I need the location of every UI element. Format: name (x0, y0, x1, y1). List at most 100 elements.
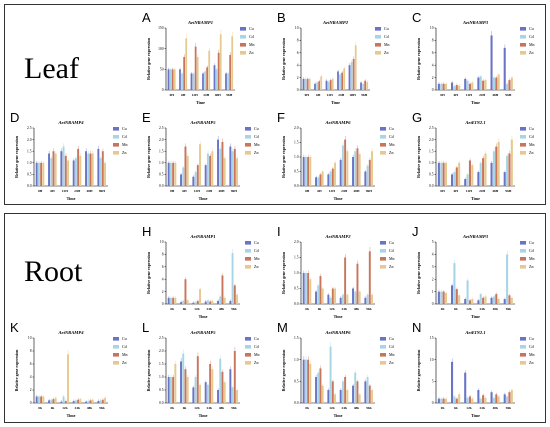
bar-cd (99, 400, 102, 403)
bar-mn (89, 153, 92, 186)
bar-cd (479, 294, 482, 304)
bar-mn (352, 59, 355, 90)
bar-cd (341, 145, 344, 186)
x-tick-label: 96h (231, 406, 236, 410)
x-axis-label: Time (67, 196, 76, 201)
chart-title: AetNRAMP2 (324, 234, 351, 239)
bar-mn (495, 77, 498, 90)
chart-title: AetNRAMP4 (57, 120, 84, 125)
bar-cu (60, 401, 63, 403)
chart-title: AetNRAMP6 (324, 120, 351, 125)
bar-cu (503, 299, 506, 304)
legend-swatch-cu (380, 127, 386, 131)
bar-zn (321, 385, 324, 403)
y-tick-label: 5 (432, 380, 434, 384)
bar-cd (231, 253, 234, 304)
y-tick-label: 1.0 (294, 271, 299, 275)
bar-zn (223, 382, 226, 403)
bar-cd (74, 158, 77, 186)
bar-mn (455, 167, 458, 186)
legend-label-zn: Zn (529, 264, 533, 269)
bar-zn (484, 80, 487, 90)
legend-label-zn: Zn (529, 50, 533, 55)
x-tick-label: 96h (366, 307, 371, 311)
bar-mn (508, 392, 511, 403)
chart-svg-h: H AetNRAMP1 Relative gene expression Time 0 2… (142, 224, 260, 319)
bar-cu (97, 401, 100, 403)
bar-cu (503, 172, 506, 186)
bar-zn (309, 157, 312, 186)
legend-label-zn: Zn (254, 360, 258, 365)
chart-panel-i: I AetNRAMP2 Relative gene expression Time 0.… (275, 222, 405, 322)
x-tick-label: 24H (479, 93, 485, 97)
legend-label-cd: Cd (254, 248, 259, 253)
bar-cd (506, 155, 509, 186)
chart-panel-n: N AetEIN2.1 Relative gene expression Time 0 5… (410, 318, 545, 421)
y-tick-label: 2.5 (429, 126, 434, 130)
bar-mn (64, 401, 67, 403)
bar-cu (364, 297, 367, 304)
chart-svg-l: L AetNRAMP5 Relative gene expression Time 0.… (142, 320, 260, 418)
legend-label-zn: Zn (122, 360, 126, 365)
legend-swatch-mn (380, 143, 386, 147)
legend-swatch-zn (520, 361, 526, 365)
x-tick-label: 96H (505, 93, 511, 97)
chart-panel-f: F AetNRAMP6 Relative gene expression Time 0.… (275, 108, 405, 204)
legend-label-zn: Zn (384, 50, 388, 55)
legend-label-mn: Mn (529, 42, 535, 47)
x-axis-label: Time (471, 413, 480, 418)
x-tick-label: 48h (354, 406, 359, 410)
bar-zn (211, 300, 214, 304)
x-axis-label: Time (67, 413, 76, 418)
bar-zn (308, 78, 311, 90)
panel-letter: N (412, 320, 421, 335)
legend-label-cu: Cu (529, 336, 534, 341)
x-tick-label: 24H (341, 189, 347, 193)
legend-label-mn: Mn (389, 256, 395, 261)
legend-label-mn: Mn (529, 352, 535, 357)
bar-cd (231, 151, 234, 186)
x-tick-label: 96H (231, 189, 237, 193)
x-tick-label: 0H (170, 189, 175, 193)
bar-cu (204, 382, 207, 403)
y-tick-label: 4 (162, 277, 164, 281)
bar-zn (199, 144, 201, 186)
bar-cd (329, 297, 332, 304)
bar-mn (206, 67, 209, 90)
legend-label-mn: Mn (122, 142, 128, 147)
x-axis-label: Time (196, 100, 205, 105)
bar-cd (440, 398, 443, 403)
bar-cd (453, 396, 456, 403)
legend-swatch-cu (380, 337, 386, 341)
legend-label-cu: Cu (384, 26, 389, 31)
y-tick-label: 100 (158, 47, 164, 51)
legend-swatch-cd (113, 345, 119, 349)
bar-cu (314, 83, 316, 90)
x-axis-label: Time (471, 314, 480, 319)
y-tick-label: 1.0 (294, 358, 299, 362)
bar-zn (358, 154, 361, 186)
bar-cd (169, 69, 172, 90)
legend-label-zn: Zn (254, 150, 258, 155)
bar-mn (196, 356, 199, 403)
bar-cu (167, 297, 170, 304)
x-tick-label: 48H (218, 189, 224, 193)
legend-swatch-cd (380, 249, 386, 253)
bar-cd (182, 167, 185, 186)
y-axis-label: Relative gene expression (14, 349, 19, 391)
x-tick-label: 96H (226, 93, 232, 97)
bar-cd (440, 162, 443, 186)
panel-letter: B (277, 10, 286, 25)
legend-label-cu: Cu (254, 240, 259, 245)
panel-letter: K (10, 320, 19, 335)
bar-cd (341, 381, 344, 403)
y-tick-label: 150 (158, 26, 164, 30)
y-tick-label: 2.0 (27, 138, 32, 142)
x-tick-label: 0h (305, 307, 309, 311)
bar-mn (482, 395, 485, 403)
x-tick-label: 0H (170, 93, 175, 97)
x-tick-label: 0h (441, 307, 445, 311)
bar-mn (468, 160, 471, 186)
legend-label-cd: Cd (249, 34, 254, 39)
legend-label-cd: Cd (122, 344, 127, 349)
